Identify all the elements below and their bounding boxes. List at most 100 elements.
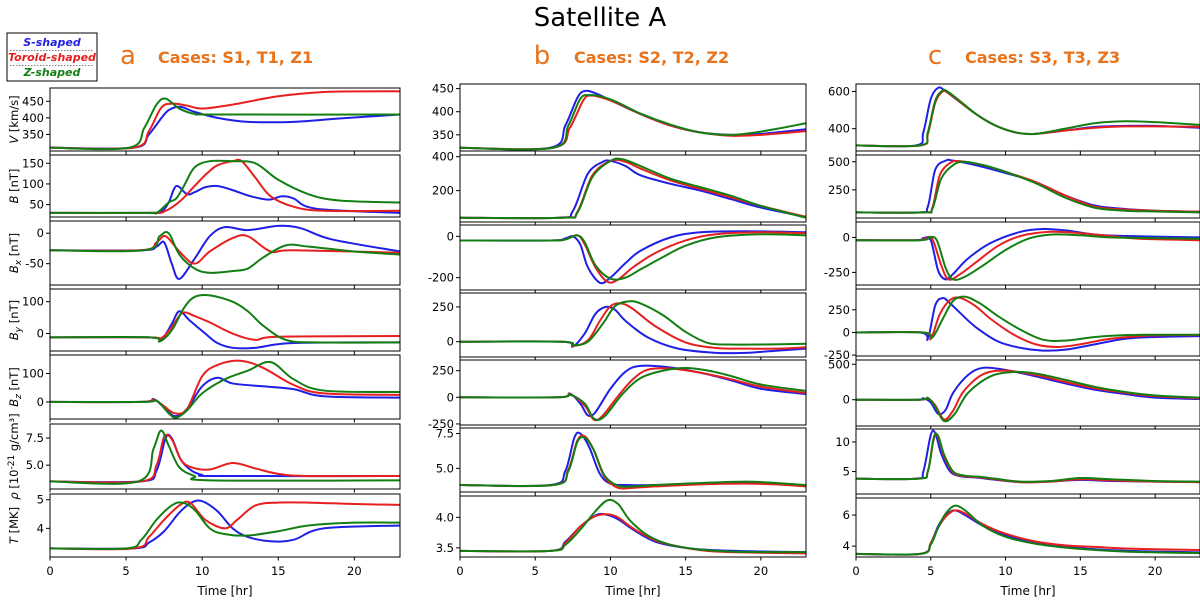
panel-letter: c	[928, 41, 942, 71]
y-tick-label: 200	[432, 184, 454, 198]
series-group	[856, 366, 1200, 423]
y-tick-label: 250	[828, 303, 850, 317]
axes-frame	[459, 154, 807, 223]
x-tick-label: 20	[347, 564, 362, 578]
y-tick-label: 4	[37, 521, 44, 535]
series-line-s-shaped	[460, 305, 806, 355]
series-line-z-shaped	[50, 360, 400, 419]
panel-cases-title: Cases: S3, T3, Z3	[965, 48, 1120, 67]
panel-cases-title: Cases: S2, T2, Z2	[574, 48, 729, 67]
axes-frame	[855, 154, 1200, 219]
y-tick-label: 450	[22, 94, 44, 108]
y-tick-label: 4.0	[436, 510, 454, 524]
subplot-b-3: -200 0	[428, 224, 807, 294]
axes-frame	[459, 224, 807, 291]
series-line-toroid-shaped	[50, 90, 400, 150]
series-line-toroid-shaped	[460, 158, 806, 220]
series-group	[460, 300, 806, 355]
x-tick-label: 0	[46, 564, 53, 578]
series-group	[856, 158, 1200, 214]
series-line-toroid-shaped	[50, 433, 400, 484]
subplot-b-1: 350 400 450	[432, 82, 807, 155]
series-line-z-shaped	[856, 295, 1200, 343]
y-tick-label: 350	[432, 128, 454, 142]
series-line-z-shaped	[460, 498, 806, 554]
legend-box	[6, 32, 98, 82]
series-line-s-shaped	[460, 159, 806, 220]
series-group	[856, 86, 1200, 148]
y-tick-label: 0	[447, 390, 454, 404]
y-tick-label: 4	[843, 539, 850, 553]
axes-frame	[855, 288, 1200, 357]
subplot-a-7: 4 5 T [MK]	[7, 493, 401, 561]
y-tick-label: 400	[828, 122, 850, 136]
y-tick-label: 0	[447, 335, 454, 349]
axes-frame	[855, 221, 1200, 286]
x-axis-label: Time [hr]	[604, 584, 660, 598]
y-tick-label: 500	[828, 357, 850, 371]
panel-c: c Cases: S3, T3, Z3400600250500-2500-2500…	[824, 41, 1200, 598]
x-axis-label: Time [hr]	[196, 584, 252, 598]
y-tick-label: 0	[37, 327, 44, 341]
axes-frame	[459, 359, 807, 426]
y-tick-label: -50	[25, 257, 44, 271]
x-tick-label: 15	[271, 564, 286, 578]
x-tick-label: 5	[927, 564, 934, 578]
y-tick-label: 5	[37, 493, 44, 507]
series-line-toroid-shaped	[50, 500, 400, 551]
y-tick-label: 150	[22, 156, 44, 170]
x-tick-label: 20	[1148, 564, 1163, 578]
y-tick-label: 50	[29, 198, 44, 212]
series-line-z-shaped	[856, 233, 1200, 281]
y-tick-label: 10	[835, 435, 850, 449]
series-line-z-shaped	[856, 432, 1200, 483]
series-line-s-shaped	[460, 230, 806, 285]
y-tick-label: 0	[37, 226, 44, 240]
subplot-b-2: 200 400	[432, 150, 807, 226]
series-line-z-shaped	[856, 160, 1200, 214]
y-tick-label: 5.0	[26, 458, 44, 472]
series-line-s-shaped	[856, 509, 1200, 556]
legend-entry-s-shaped: S-shaped	[23, 36, 81, 49]
y-tick-label: 5.0	[436, 461, 454, 475]
x-tick-label: 10	[998, 564, 1013, 578]
series-line-toroid-shaped	[856, 296, 1200, 348]
y-tick-label: 5	[843, 465, 850, 479]
series-line-z-shaped	[50, 230, 400, 274]
series-line-z-shaped	[460, 366, 806, 421]
series-line-z-shaped	[50, 501, 400, 551]
axes-frame	[459, 427, 807, 493]
y-tick-label: 0	[37, 395, 44, 409]
subplot-c-1: 400 600	[828, 83, 1200, 155]
axes-frame	[49, 423, 401, 490]
series-line-z-shaped	[50, 429, 400, 485]
subplot-c-3: -250 0	[824, 221, 1200, 289]
series-line-s-shaped	[50, 433, 400, 484]
series-line-toroid-shaped	[856, 89, 1200, 148]
y-axis-label: V [km/s]	[7, 95, 21, 143]
subplot-c-6: 5 10	[835, 428, 1200, 498]
x-tick-label: 15	[1073, 564, 1088, 578]
series-line-z-shaped	[50, 293, 400, 344]
series-line-toroid-shaped	[856, 230, 1200, 281]
x-tick-label: 0	[456, 564, 463, 578]
axes-frame	[49, 87, 401, 152]
series-line-s-shaped	[856, 366, 1200, 416]
axes-frame	[49, 354, 401, 420]
series-line-toroid-shaped	[856, 159, 1200, 214]
y-axis-label: B [nT]	[7, 169, 21, 204]
series-group	[460, 364, 806, 422]
y-tick-label: 7.5	[436, 427, 454, 441]
subplot-c-5: 0 500	[828, 357, 1200, 430]
series-line-s-shaped	[856, 158, 1200, 214]
series-group	[50, 359, 400, 419]
panel-cases-title: Cases: S1, T1, Z1	[158, 48, 313, 67]
y-axis-label: Bz [nT]	[7, 367, 24, 407]
series-line-toroid-shaped	[856, 433, 1200, 484]
series-group	[50, 158, 400, 215]
series-line-z-shaped	[856, 370, 1200, 423]
series-group	[50, 224, 400, 280]
